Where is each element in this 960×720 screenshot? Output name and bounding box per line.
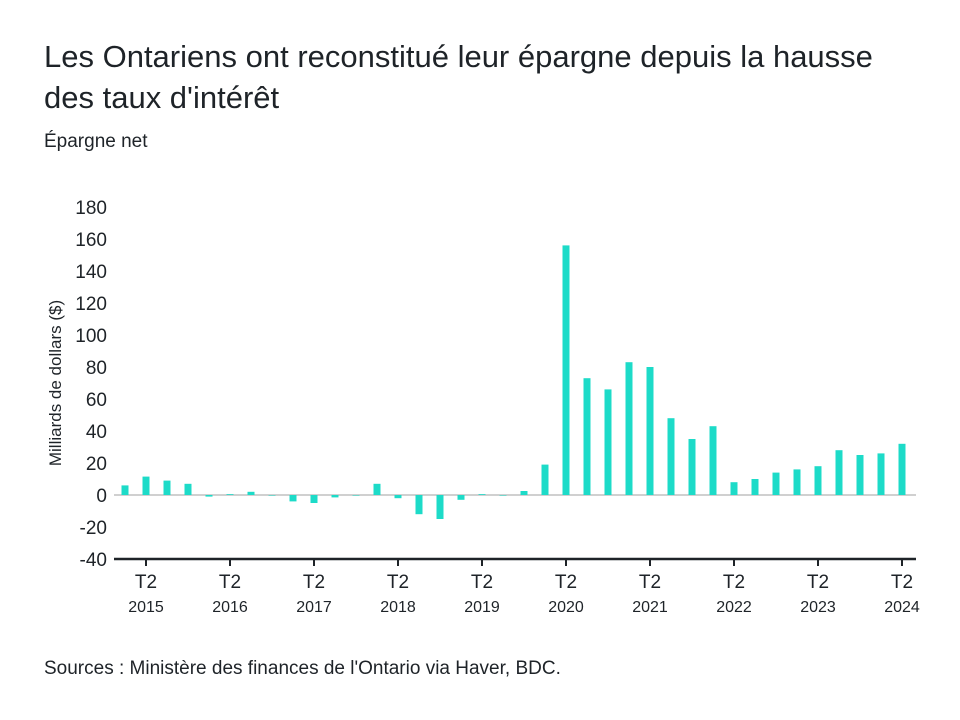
x-tick-year: 2018 — [380, 599, 416, 616]
y-tick-label: -40 — [80, 550, 107, 571]
x-tick-quarter: T2 — [807, 572, 829, 593]
bar — [436, 495, 444, 519]
chart-subtitle: Épargne net — [44, 131, 148, 152]
y-tick-label: 180 — [75, 198, 107, 219]
bar — [604, 389, 612, 495]
bar — [646, 367, 654, 495]
x-tick-year: 2019 — [464, 599, 500, 616]
bar — [394, 495, 402, 499]
x-tick-quarter: T2 — [135, 572, 157, 593]
bar — [205, 495, 213, 497]
x-tick-quarter: T2 — [471, 572, 493, 593]
bar — [373, 483, 381, 495]
bar — [730, 482, 738, 495]
bar — [688, 439, 696, 495]
x-tick-year: 2021 — [632, 599, 668, 616]
bar — [667, 418, 675, 495]
source-note: Sources : Ministère des finances de l'On… — [44, 658, 561, 679]
y-tick-label: 20 — [86, 454, 107, 475]
bar — [520, 491, 528, 495]
bar — [814, 466, 822, 495]
x-tick-year: 2023 — [800, 599, 836, 616]
x-tick-quarter: T2 — [555, 572, 577, 593]
bar — [331, 495, 339, 498]
bar — [625, 362, 633, 495]
y-axis-label: Milliards de dollars ($) — [46, 300, 65, 466]
y-tick-label: 100 — [75, 326, 107, 347]
x-tick-quarter: T2 — [303, 572, 325, 593]
x-tick-year: 2015 — [128, 599, 164, 616]
x-tick-quarter: T2 — [891, 572, 913, 593]
bar — [877, 453, 885, 495]
chart-title: Les Ontariens ont reconstitué leur éparg… — [44, 39, 873, 115]
y-tick-label: 160 — [75, 230, 107, 251]
x-tick-quarter: T2 — [387, 572, 409, 593]
bar — [835, 450, 843, 495]
x-tick-quarter: T2 — [219, 572, 241, 593]
y-tick-label: 140 — [75, 262, 107, 283]
x-tick-year: 2017 — [296, 599, 332, 616]
bar — [268, 495, 276, 496]
bar — [415, 495, 423, 515]
bar — [583, 378, 591, 495]
bar — [751, 479, 759, 495]
y-tick-label: 40 — [86, 422, 107, 443]
bar — [226, 494, 234, 495]
x-tick-year: 2016 — [212, 599, 248, 616]
x-tick-year: 2024 — [884, 599, 920, 616]
y-tick-label: -20 — [80, 518, 107, 539]
bar — [898, 443, 906, 495]
bar — [709, 426, 717, 495]
x-tick-quarter: T2 — [639, 572, 661, 593]
bar — [793, 469, 801, 495]
bar — [562, 245, 570, 495]
x-tick-quarter: T2 — [723, 572, 745, 593]
bar — [499, 495, 507, 496]
bar — [142, 476, 150, 495]
bar — [856, 455, 864, 495]
y-tick-label: 80 — [86, 358, 107, 379]
bar — [352, 495, 360, 496]
bar — [247, 491, 255, 495]
y-tick-label: 60 — [86, 390, 107, 411]
bar — [184, 483, 192, 495]
bar — [289, 495, 297, 502]
x-tick-year: 2020 — [548, 599, 584, 616]
bar — [541, 464, 549, 495]
y-tick-label: 120 — [75, 294, 107, 315]
y-tick-label: 0 — [96, 486, 107, 507]
bar — [457, 495, 465, 500]
bar — [478, 494, 486, 495]
bar — [121, 485, 129, 495]
bar — [310, 495, 318, 503]
x-tick-year: 2022 — [716, 599, 752, 616]
bar — [163, 480, 171, 495]
bar — [772, 472, 780, 495]
